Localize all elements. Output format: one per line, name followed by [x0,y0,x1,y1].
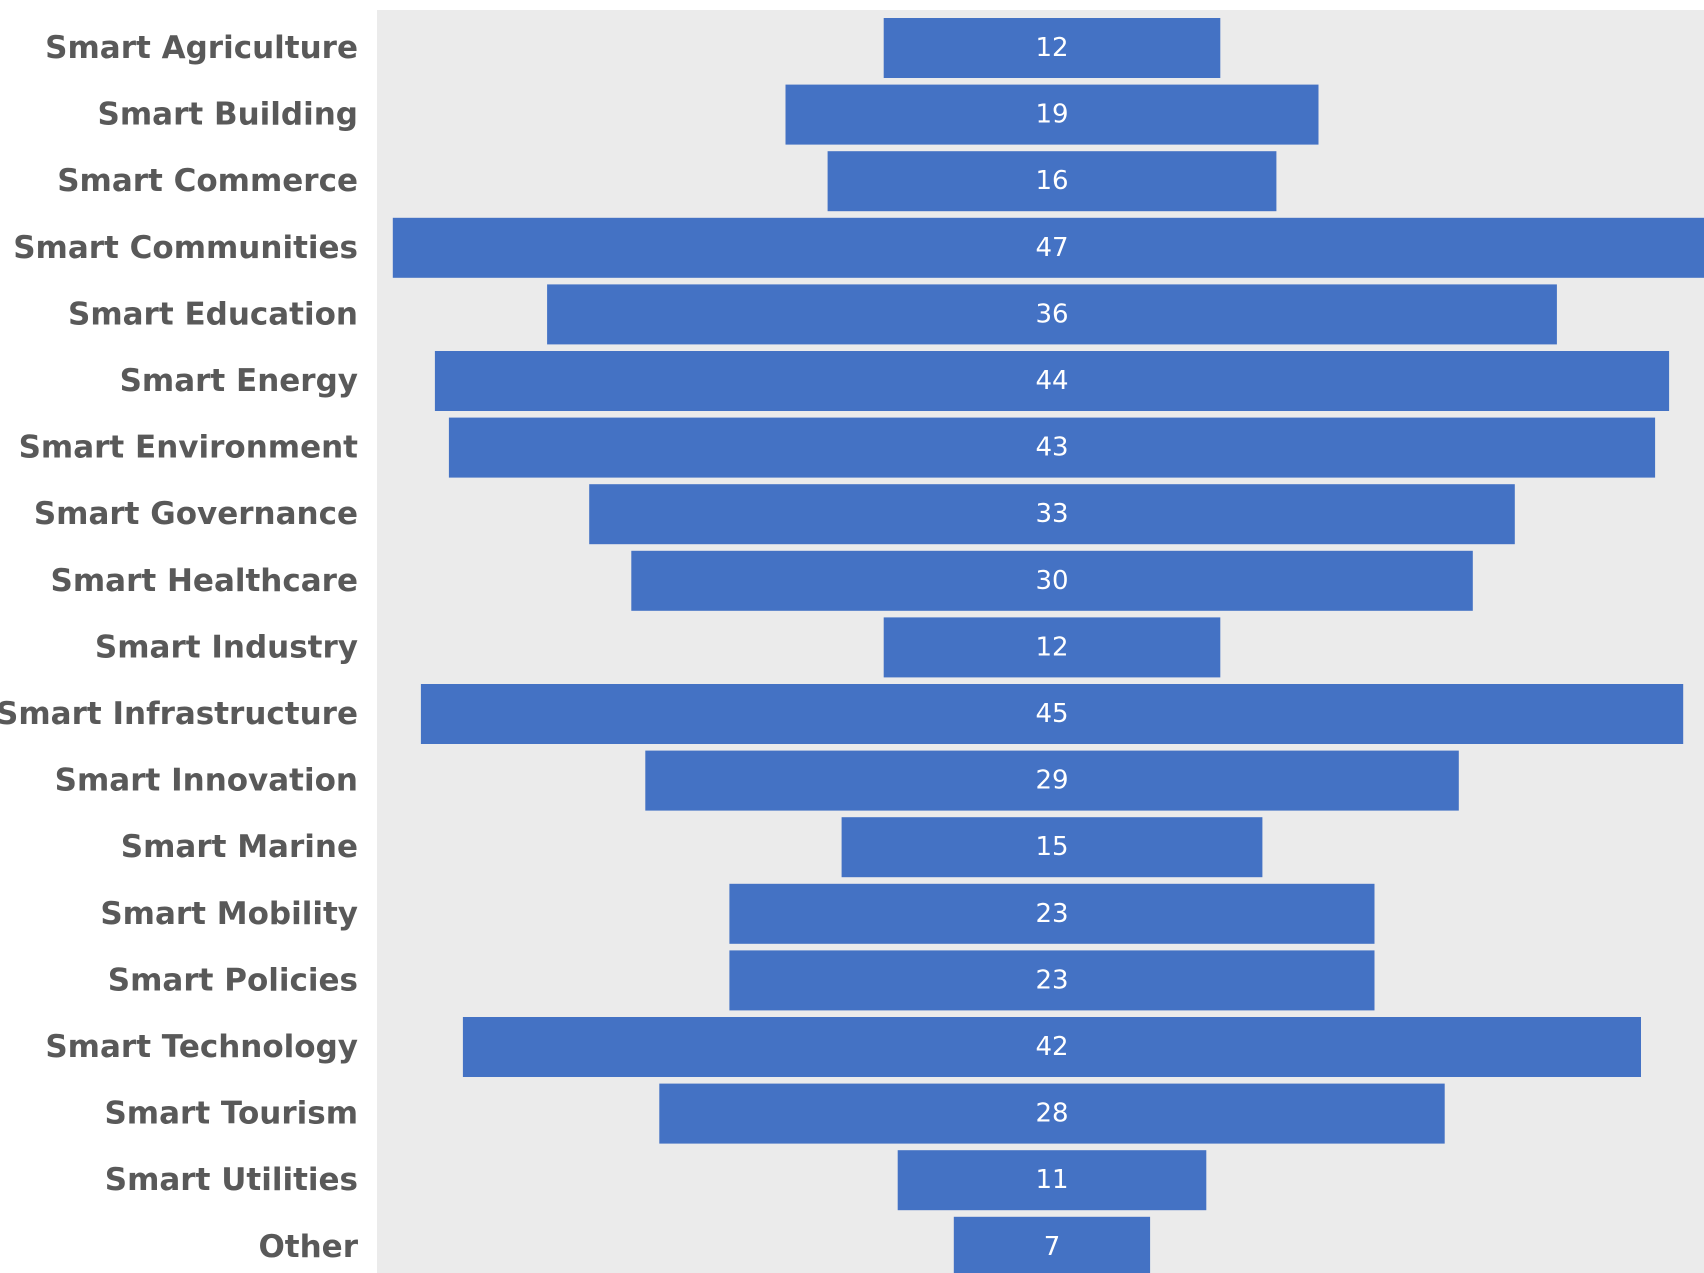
value-label-smart-marine: 15 [1035,832,1068,862]
value-label-smart-energy: 44 [1035,366,1068,396]
category-label-smart-policies: Smart Policies [108,962,358,998]
category-label-smart-marine: Smart Marine [121,829,358,865]
bar-smart-technology [462,1017,1641,1077]
bar-smart-governance [589,484,1515,545]
value-label-smart-agriculture: 12 [1035,33,1068,63]
value-label-smart-policies: 23 [1035,965,1068,995]
value-label-smart-communities: 47 [1035,233,1068,263]
category-labels-group: Smart Agriculture Smart Building Smart Com… [0,30,359,1265]
bar-smart-environment [448,417,1656,478]
category-label-smart-energy: Smart Energy [120,363,358,399]
category-label-smart-industry: Smart Industry [95,629,358,665]
value-label-smart-commerce: 16 [1035,166,1068,196]
category-label-smart-governance: Smart Governance [34,496,358,532]
value-label-smart-governance: 33 [1035,499,1068,529]
category-label-smart-infrastructure: Smart Infrastructure [0,696,358,732]
value-label-smart-utilities: 11 [1035,1165,1068,1195]
value-label-smart-healthcare: 30 [1035,566,1068,596]
bar-smart-marine [841,817,1263,878]
bar-smart-tourism [659,1083,1445,1144]
value-label-smart-environment: 43 [1035,433,1068,463]
bar-smart-energy [434,351,1670,411]
category-label-other: Other [258,1229,358,1265]
bar-smart-building [785,84,1319,145]
bar-smart-utilities [897,1150,1207,1211]
category-label-smart-education: Smart Education [68,296,358,332]
category-label-smart-technology: Smart Technology [45,1029,358,1065]
category-label-smart-mobility: Smart Mobility [100,896,358,932]
bar-smart-innovation [645,750,1459,811]
bar-smart-education [547,284,1557,345]
value-label-smart-tourism: 28 [1035,1099,1068,1129]
bars-group [392,18,1704,1273]
category-label-smart-communities: Smart Communities [13,230,358,266]
category-label-smart-commerce: Smart Commerce [57,163,358,199]
category-label-smart-environment: Smart Environment [19,430,359,466]
bar-smart-communities [392,217,1704,278]
category-label-smart-healthcare: Smart Healthcare [51,563,358,599]
value-label-other: 7 [1044,1232,1061,1262]
bar-smart-mobility [729,883,1375,944]
value-label-smart-innovation: 29 [1035,766,1068,796]
value-label-smart-infrastructure: 45 [1035,699,1068,729]
bar-smart-healthcare [631,550,1473,611]
value-label-smart-building: 19 [1035,100,1068,130]
value-label-smart-education: 36 [1035,299,1068,329]
value-labels-group: 12 19 16 47 36 44 43 33 30 12 45 29 15 23 23 42 28 11 7 [1035,33,1068,1262]
bar-smart-industry [883,617,1221,678]
category-label-smart-utilities: Smart Utilities [105,1162,358,1198]
category-label-smart-tourism: Smart Tourism [104,1096,358,1132]
bar-smart-policies [729,950,1375,1011]
bar-smart-commerce [827,151,1277,212]
value-label-smart-technology: 42 [1035,1032,1068,1062]
bar-other [953,1216,1151,1273]
value-label-smart-mobility: 23 [1035,899,1068,929]
bar-smart-infrastructure [420,684,1684,744]
value-label-smart-industry: 12 [1035,632,1068,662]
category-label-smart-agriculture: Smart Agriculture [45,30,358,66]
bar-smart-agriculture [883,18,1221,78]
category-label-smart-innovation: Smart Innovation [55,763,358,799]
category-label-smart-building: Smart Building [98,97,358,133]
